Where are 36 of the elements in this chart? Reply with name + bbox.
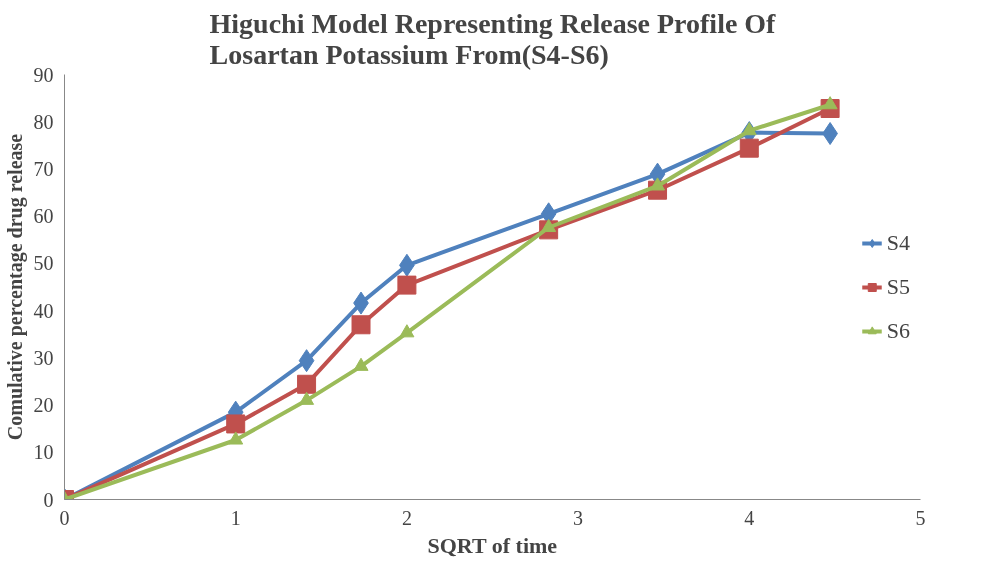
point (297, 374, 317, 394)
point (822, 96, 838, 110)
point (298, 349, 315, 373)
y-tick-label: 60 (33, 205, 54, 228)
point (739, 138, 759, 158)
y-tick-label: 80 (33, 110, 54, 133)
y-tick-label: 70 (33, 157, 54, 180)
point (397, 275, 417, 295)
x-tick-label: 1 (230, 506, 241, 529)
y-tick-label: 10 (33, 441, 54, 464)
y-tick-label: 90 (33, 63, 54, 86)
legend-label: S4 (886, 229, 910, 256)
point (541, 218, 557, 233)
point (226, 414, 246, 434)
point (299, 391, 315, 405)
point (741, 122, 757, 136)
y-tick-label: 50 (33, 252, 54, 275)
y-tick-label: 30 (33, 346, 54, 369)
x-tick-label: 0 (59, 506, 70, 529)
x-tick-label: 3 (573, 506, 584, 529)
point (351, 315, 371, 335)
y-tick-label: 20 (33, 394, 54, 417)
y-axis-title: Comulative percentage drug release (3, 133, 27, 441)
point (228, 431, 244, 445)
y-tick-label: 0 (43, 488, 54, 511)
x-tick-label: 4 (744, 506, 755, 529)
legend-label: S6 (886, 317, 910, 344)
point (353, 357, 369, 371)
x-tick-label: 2 (401, 506, 412, 529)
x-tick-label: 5 (915, 506, 926, 529)
legend-label: S5 (886, 273, 910, 300)
point (650, 177, 666, 191)
x-axis-title: SQRT of time (427, 532, 558, 558)
chart-title: Higuchi Model Representing Release Profile Of Losartan Potassium From(S4-S6) (209, 7, 777, 70)
point (399, 324, 415, 338)
y-tick-label: 40 (33, 299, 54, 322)
